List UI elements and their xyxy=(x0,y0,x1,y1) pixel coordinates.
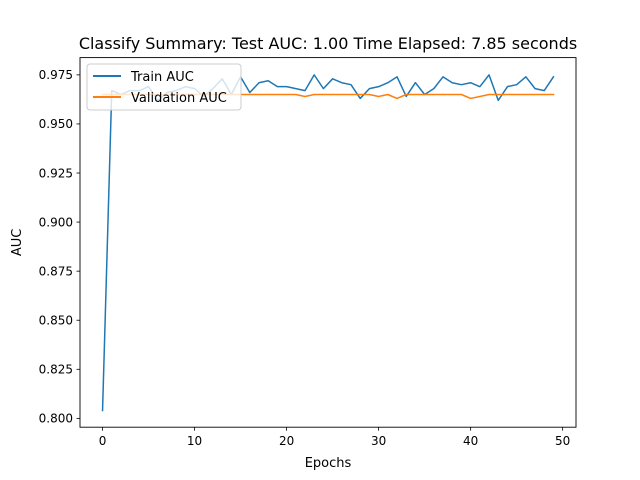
y-tick-label: 0.825 xyxy=(39,363,73,377)
y-axis-ticks: 0.800 0.825 0.850 0.875 0.900 0.925 0.950 0.975 xyxy=(39,68,80,426)
plot-area-frame xyxy=(79,57,577,428)
x-tick-label: 40 xyxy=(463,434,478,448)
y-tick-label: 0.900 xyxy=(39,215,73,229)
y-tick-label: 0.800 xyxy=(39,412,73,426)
x-tick-label: 10 xyxy=(187,434,202,448)
legend: Train AUC Validation AUC xyxy=(86,63,242,111)
chart-title: Classify Summary: Test AUC: 1.00 Time El… xyxy=(79,34,577,53)
x-axis-ticks: 0 10 20 30 40 50 xyxy=(99,427,570,448)
y-tick-label: 0.875 xyxy=(39,264,73,278)
y-tick-label: 0.950 xyxy=(39,117,73,131)
legend-label-validation-auc: Validation AUC xyxy=(131,91,227,106)
legend-label-train-auc: Train AUC xyxy=(130,70,194,85)
y-tick-label: 0.975 xyxy=(39,68,73,82)
y-tick-label: 0.850 xyxy=(39,314,73,328)
x-axis-label: Epochs xyxy=(305,456,352,471)
y-tick-label: 0.925 xyxy=(39,166,73,180)
legend-box xyxy=(86,63,242,111)
x-tick-label: 30 xyxy=(371,434,386,448)
y-axis-label: AUC xyxy=(10,229,25,257)
x-tick-label: 0 xyxy=(99,434,107,448)
x-tick-label: 50 xyxy=(555,434,570,448)
x-tick-label: 20 xyxy=(279,434,294,448)
